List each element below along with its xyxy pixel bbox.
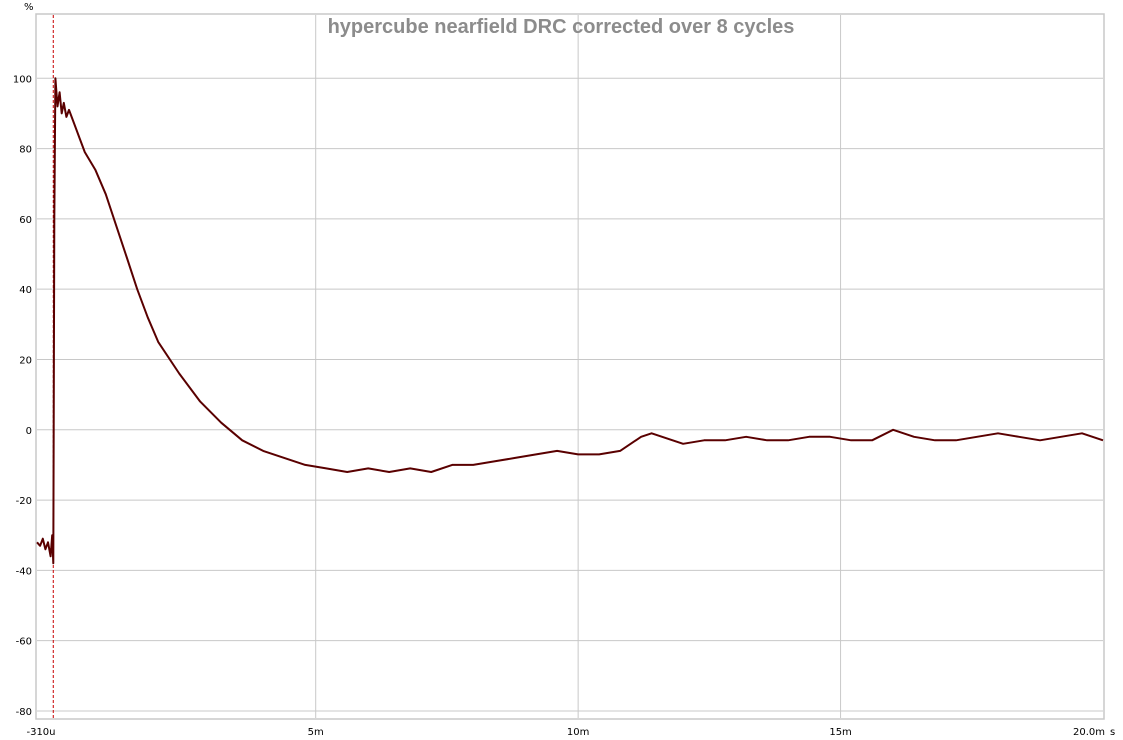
- y-tick-label: -60: [16, 637, 32, 648]
- y-axis-unit: %: [24, 2, 34, 13]
- y-tick-label: 40: [19, 285, 32, 296]
- x-tick-label: 15m: [829, 727, 851, 738]
- grid: [37, 15, 1103, 718]
- series-line: [36, 77, 1104, 565]
- y-tick-label: -40: [16, 566, 32, 577]
- y-tick-label: 80: [19, 145, 32, 156]
- chart-title: hypercube nearfield DRC corrected over 8…: [328, 16, 795, 38]
- x-tick-label: 5m: [308, 727, 324, 738]
- x-axis-unit: s: [1110, 727, 1115, 738]
- x-tick-label: 20.0m: [1073, 727, 1105, 738]
- y-axis-ticks: 100 80 60 40 20 0 -20 -40 -60 -80: [13, 74, 32, 718]
- y-tick-label: -80: [16, 707, 32, 718]
- plot-frame: [35, 13, 1105, 720]
- y-tick-label: 0: [26, 426, 32, 437]
- x-tick-label: 10m: [567, 727, 589, 738]
- y-tick-label: -20: [16, 496, 32, 507]
- y-tick-label: 100: [13, 74, 32, 85]
- y-tick-label: 20: [19, 355, 32, 366]
- x-axis-ticks: -310u 5m 10m 15m 20.0m: [26, 727, 1105, 738]
- x-tick-label: -310u: [26, 727, 55, 738]
- y-tick-label: 60: [19, 215, 32, 226]
